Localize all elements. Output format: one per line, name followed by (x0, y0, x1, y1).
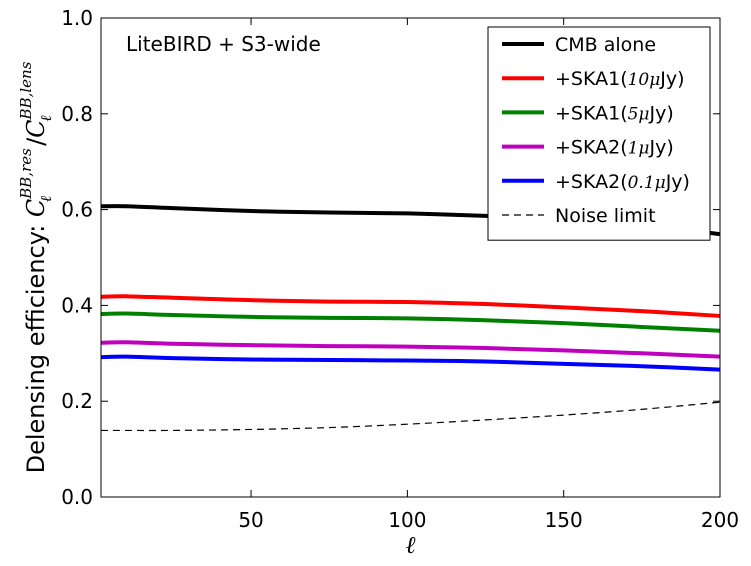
y-tick-label: 0.6 (61, 198, 93, 222)
legend-label-4: +SKA2(0.1μJy) (555, 171, 690, 193)
axes-layer: 0.0 0.2 0.4 0.6 0.8 1.0 50 100 150 200 (61, 6, 739, 532)
x-tick-label: 50 (238, 508, 263, 532)
y-axis-label-sup1: BB,res (17, 148, 35, 200)
y-tick-label: 0.4 (61, 293, 93, 317)
plot-frame (100, 17, 721, 498)
y-axis-label-prefix: Delensing efficiency: (22, 217, 50, 473)
y-tick-label: 1.0 (61, 6, 93, 30)
series-line-2 (100, 311, 721, 333)
legend-label-5: Noise limit (555, 205, 656, 227)
svg-text:Delensing efficiency: CBB,resℓ: Delensing efficiency: CBB,resℓ/CBB,lens ℓ (17, 61, 55, 473)
x-axis-label: ℓ (406, 531, 416, 559)
x-tick-label: 100 (388, 508, 426, 532)
legend-box (487, 26, 711, 241)
x-tick-label: 150 (545, 508, 583, 532)
legend-label-3: +SKA2(1μJy) (555, 137, 674, 159)
x-tick-label: 200 (701, 508, 739, 532)
y-axis-label-c1: C (22, 199, 50, 217)
y-axis-label: Delensing efficiency: CBB,resℓ/CBB,lens ℓ (17, 61, 55, 473)
y-tick-label: 0.8 (61, 102, 93, 126)
y-axis-label-sub1: ℓ (37, 196, 55, 202)
series-line-5 (101, 401, 721, 432)
legend: CMB alone +SKA1(10μJy) +SKA1(5μJy) +SKA2(1μ… (487, 26, 711, 241)
legend-label-0: CMB alone (555, 34, 656, 56)
y-axis-label-sup2: BB,lens (17, 61, 35, 120)
y-tick-label: 0.2 (61, 389, 93, 413)
legend-label-2: +SKA1(5μJy) (555, 102, 674, 124)
chart-annotation: LiteBIRD + S3-wide (126, 32, 321, 56)
series-line-1 (100, 294, 721, 318)
legend-label-1: +SKA1(10μJy) (555, 68, 685, 90)
series-line-4 (100, 354, 721, 372)
y-axis-label-sub2: ℓ (37, 115, 55, 121)
y-axis-label-c2: C (22, 119, 50, 137)
series-line-3 (100, 340, 721, 359)
y-tick-label: 0.0 (61, 485, 93, 509)
y-axis-label-slash: / (22, 137, 50, 146)
